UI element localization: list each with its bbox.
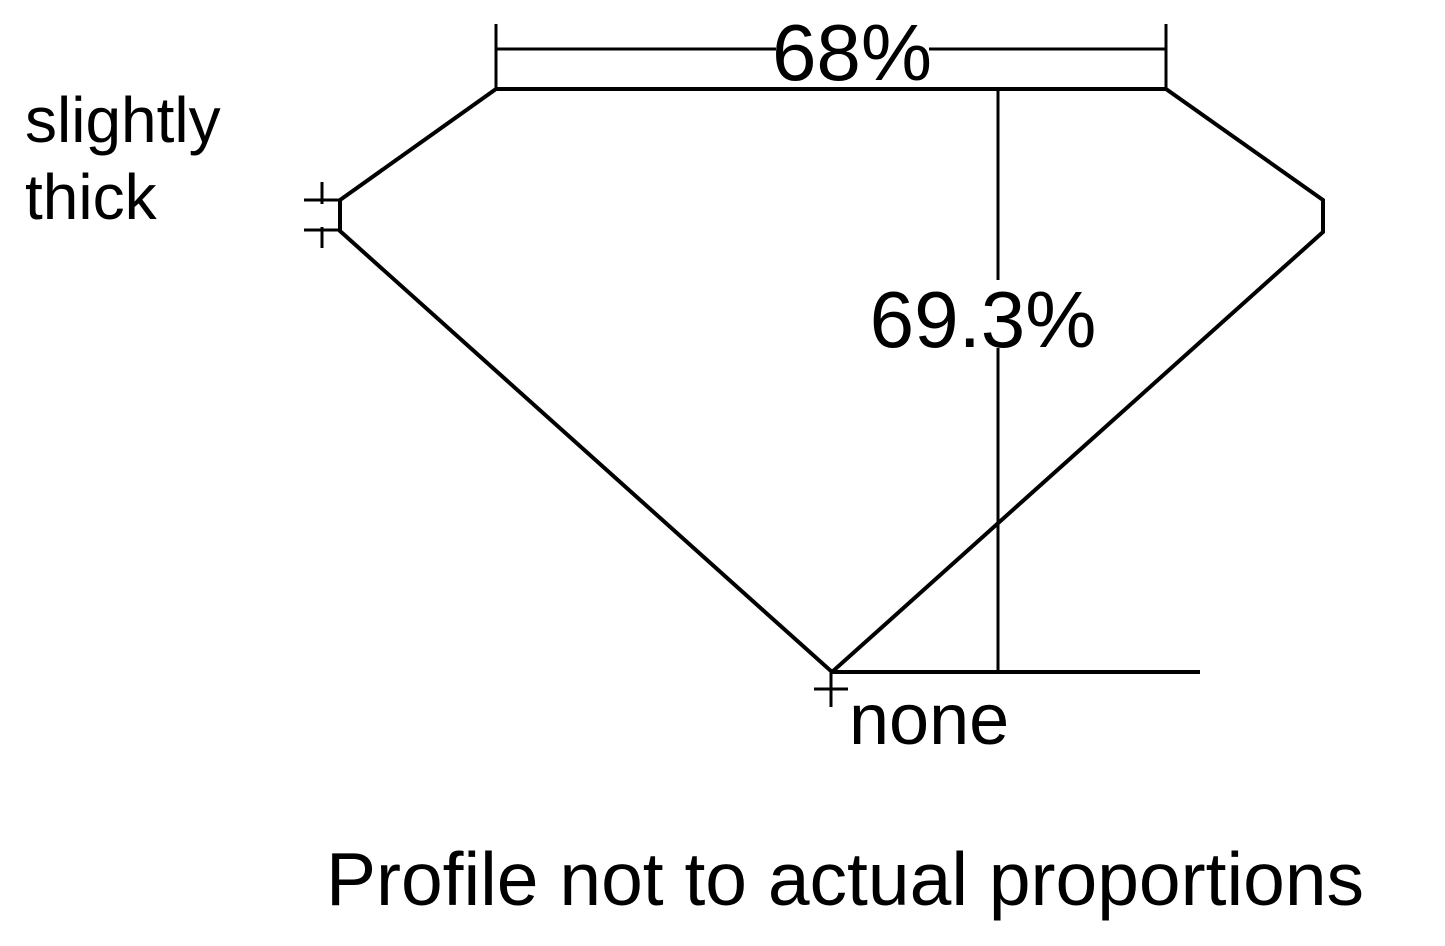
culet-label: none: [849, 680, 1010, 760]
table-percentage-label: 68%: [771, 8, 933, 97]
line-art-group: [304, 24, 1325, 707]
girdle-thickness-label: slightly thick: [25, 84, 239, 233]
depth-percentage-label: 69.3%: [869, 275, 1097, 364]
caption: Profile not to actual proportions: [325, 837, 1365, 921]
diamond-outline: [338, 87, 1325, 675]
